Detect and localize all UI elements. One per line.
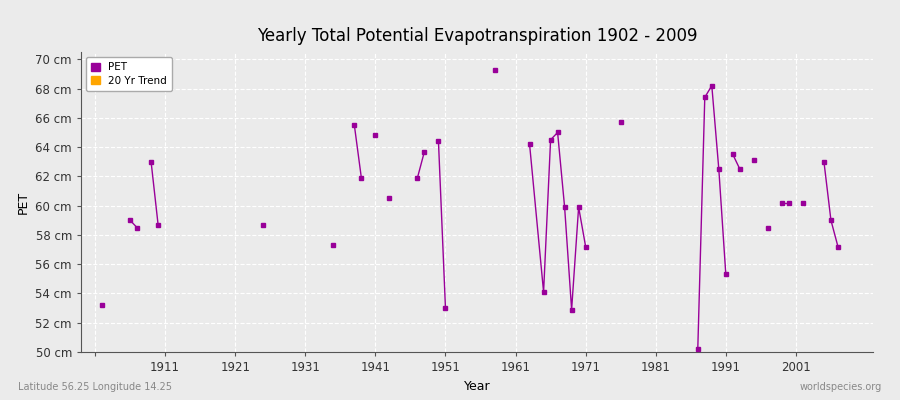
- X-axis label: Year: Year: [464, 380, 490, 392]
- Y-axis label: PET: PET: [17, 190, 30, 214]
- Text: worldspecies.org: worldspecies.org: [800, 382, 882, 392]
- Legend: PET, 20 Yr Trend: PET, 20 Yr Trend: [86, 57, 172, 91]
- Text: Latitude 56.25 Longitude 14.25: Latitude 56.25 Longitude 14.25: [18, 382, 172, 392]
- Title: Yearly Total Potential Evapotranspiration 1902 - 2009: Yearly Total Potential Evapotranspiratio…: [256, 27, 698, 45]
